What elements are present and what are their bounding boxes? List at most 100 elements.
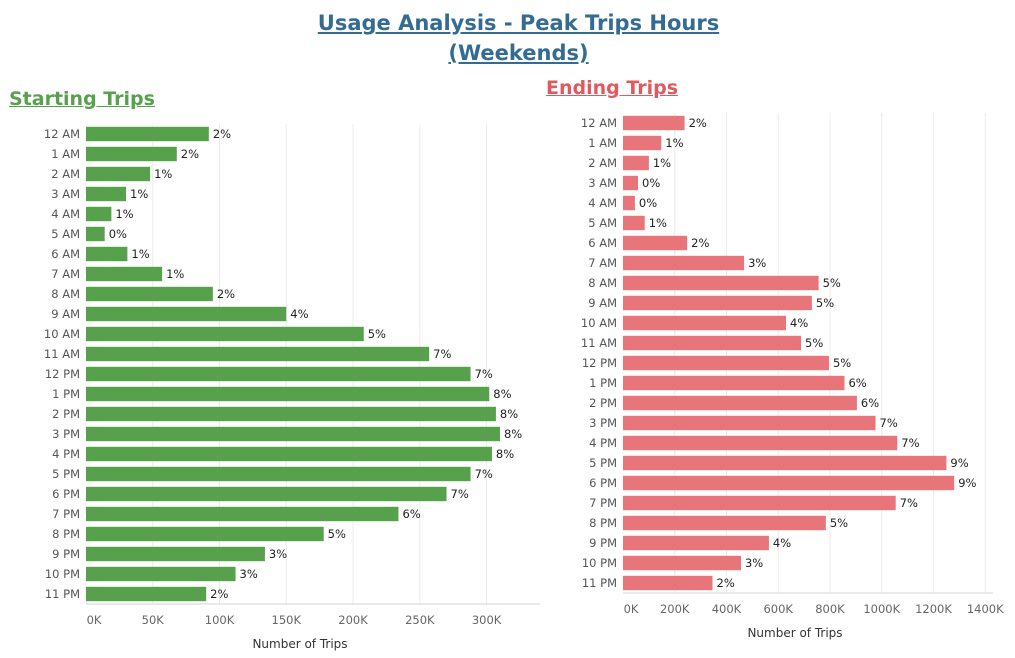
starting-category-label: 5 PM: [52, 467, 80, 481]
starting-tick-label: 50K: [142, 613, 165, 627]
ending-category-label: 4 AM: [588, 196, 617, 210]
ending-bar: [623, 355, 829, 371]
ending-data-label: 5%: [823, 276, 841, 290]
starting-bar: [86, 506, 399, 522]
starting-category-label: 3 AM: [51, 187, 80, 201]
ending-category-label: 6 PM: [589, 476, 617, 490]
ending-category-label: 7 AM: [588, 256, 617, 270]
starting-bar: [86, 126, 209, 142]
starting-category-label: 5 AM: [51, 227, 80, 241]
ending-tick-label: 0K: [624, 602, 639, 616]
starting-category-label: 12 PM: [45, 367, 80, 381]
starting-category-label: 9 PM: [52, 547, 80, 561]
starting-bar: [86, 286, 213, 302]
ending-tick-label: 600K: [763, 602, 793, 616]
starting-bar: [86, 546, 265, 562]
ending-category-label: 10 AM: [581, 316, 617, 330]
ending-data-label: 5%: [805, 336, 823, 350]
ending-data-label: 3%: [748, 256, 766, 270]
starting-bar: [86, 166, 151, 182]
ending-data-label: 7%: [900, 496, 918, 510]
starting-bar: [86, 326, 364, 342]
ending-data-label: 9%: [958, 476, 976, 490]
ending-data-label: 6%: [861, 396, 879, 410]
starting-data-label: 5%: [368, 327, 386, 341]
starting-category-label: 1 AM: [51, 147, 80, 161]
starting-category-label: 2 PM: [52, 407, 80, 421]
ending-category-label: 11 AM: [581, 336, 617, 350]
starting-tick-label: 100K: [205, 613, 235, 627]
ending-data-label: 1%: [649, 216, 667, 230]
starting-data-label: 1%: [154, 167, 172, 181]
ending-bar: [623, 415, 876, 431]
ending-bar: [623, 575, 713, 591]
ending-trips-title: Ending Trips: [546, 77, 679, 99]
ending-data-label: 9%: [950, 456, 968, 470]
ending-tick-label: 400K: [712, 602, 742, 616]
ending-bar: [623, 235, 688, 251]
ending-category-label: 12 PM: [582, 356, 617, 370]
starting-category-label: 4 AM: [51, 207, 80, 221]
starting-tick-label: 150K: [272, 613, 302, 627]
starting-category-label: 2 AM: [51, 167, 80, 181]
ending-category-label: 6 AM: [588, 236, 617, 250]
ending-category-label: 4 PM: [589, 436, 617, 450]
starting-category-label: 10 PM: [45, 567, 80, 581]
ending-data-label: 5%: [830, 516, 848, 530]
title-line-2: (Weekends): [448, 41, 589, 65]
starting-category-label: 7 PM: [52, 507, 80, 521]
starting-data-label: 1%: [130, 187, 148, 201]
ending-data-label: 0%: [642, 176, 660, 190]
ending-category-label: 5 PM: [589, 456, 617, 470]
ending-bar: [623, 455, 947, 471]
starting-data-label: 5%: [328, 527, 346, 541]
ending-tick-label: 200K: [660, 602, 690, 616]
starting-bar: [86, 206, 112, 222]
ending-category-label: 5 AM: [588, 216, 617, 230]
starting-bar: [86, 306, 287, 322]
ending-category-label: 11 PM: [582, 576, 617, 590]
ending-bar: [623, 555, 741, 571]
starting-bar: [86, 266, 163, 282]
starting-bar: [86, 146, 177, 162]
starting-tick-label: 200K: [338, 613, 368, 627]
ending-data-label: 5%: [833, 356, 851, 370]
page-title: Usage Analysis - Peak Trips Hours (Weeke…: [0, 8, 1015, 68]
ending-data-label: 0%: [639, 196, 657, 210]
starting-data-label: 3%: [240, 567, 258, 581]
starting-data-label: 2%: [210, 587, 228, 601]
ending-data-label: 3%: [745, 556, 763, 570]
starting-category-label: 10 AM: [44, 327, 80, 341]
starting-data-label: 3%: [269, 547, 287, 561]
ending-data-label: 6%: [848, 376, 866, 390]
ending-bar: [623, 315, 787, 331]
ending-category-label: 2 AM: [588, 156, 617, 170]
starting-data-label: 2%: [213, 127, 231, 141]
ending-tick-label: 800K: [815, 602, 845, 616]
starting-data-label: 8%: [500, 407, 518, 421]
ending-category-label: 8 PM: [589, 516, 617, 530]
starting-data-label: 4%: [290, 307, 308, 321]
starting-x-axis-title: Number of Trips: [252, 637, 347, 651]
ending-data-label: 7%: [880, 416, 898, 430]
ending-bar: [623, 495, 896, 511]
ending-category-label: 3 PM: [589, 416, 617, 430]
ending-category-label: 7 PM: [589, 496, 617, 510]
ending-bar: [623, 155, 649, 171]
starting-bar: [86, 226, 105, 242]
starting-category-label: 9 AM: [51, 307, 80, 321]
starting-data-label: 7%: [475, 467, 493, 481]
starting-category-label: 12 AM: [44, 127, 80, 141]
starting-data-label: 7%: [475, 367, 493, 381]
starting-bar: [86, 186, 127, 202]
starting-category-label: 11 AM: [44, 347, 80, 361]
starting-data-label: 7%: [433, 347, 451, 361]
starting-bar: [86, 526, 324, 542]
ending-tick-label: 1000K: [863, 602, 900, 616]
ending-bar: [623, 335, 802, 351]
starting-category-label: 8 AM: [51, 287, 80, 301]
ending-data-label: 2%: [689, 116, 707, 130]
starting-bar: [86, 486, 447, 502]
starting-bar: [86, 386, 490, 402]
starting-data-label: 6%: [402, 507, 420, 521]
